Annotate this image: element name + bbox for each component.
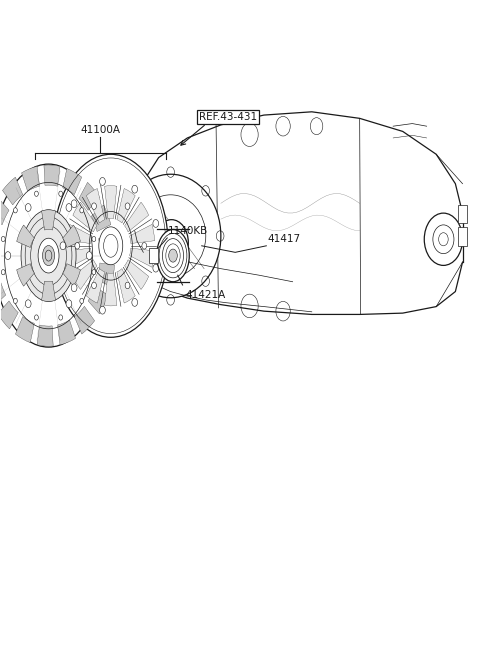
Wedge shape bbox=[125, 260, 149, 290]
Wedge shape bbox=[86, 189, 105, 223]
Bar bbox=[458, 227, 468, 246]
Wedge shape bbox=[130, 248, 155, 267]
Circle shape bbox=[125, 203, 130, 210]
Wedge shape bbox=[22, 166, 39, 191]
Circle shape bbox=[153, 219, 158, 227]
Circle shape bbox=[5, 252, 11, 259]
Wedge shape bbox=[74, 307, 95, 334]
Circle shape bbox=[433, 225, 454, 253]
Ellipse shape bbox=[53, 155, 168, 337]
Circle shape bbox=[80, 208, 84, 213]
Circle shape bbox=[66, 300, 72, 308]
Circle shape bbox=[155, 219, 188, 265]
Circle shape bbox=[13, 208, 17, 213]
Wedge shape bbox=[117, 189, 135, 223]
Circle shape bbox=[59, 315, 62, 320]
Wedge shape bbox=[44, 165, 60, 186]
Wedge shape bbox=[88, 286, 108, 314]
Wedge shape bbox=[105, 185, 117, 219]
Text: 41417: 41417 bbox=[268, 234, 301, 244]
Circle shape bbox=[1, 270, 5, 275]
Ellipse shape bbox=[157, 229, 189, 282]
Ellipse shape bbox=[0, 164, 104, 347]
Wedge shape bbox=[79, 182, 99, 210]
Circle shape bbox=[92, 282, 96, 289]
Circle shape bbox=[142, 242, 147, 249]
Circle shape bbox=[92, 236, 96, 242]
Wedge shape bbox=[130, 225, 155, 244]
Text: REF.43-431: REF.43-431 bbox=[199, 112, 257, 122]
Circle shape bbox=[153, 264, 158, 272]
Circle shape bbox=[60, 242, 66, 250]
Circle shape bbox=[132, 185, 138, 193]
Wedge shape bbox=[42, 210, 56, 230]
Circle shape bbox=[35, 191, 38, 196]
Wedge shape bbox=[2, 177, 23, 205]
Wedge shape bbox=[91, 205, 111, 231]
Circle shape bbox=[71, 200, 77, 208]
Wedge shape bbox=[125, 202, 149, 232]
Wedge shape bbox=[58, 320, 75, 345]
Circle shape bbox=[35, 315, 38, 320]
Wedge shape bbox=[42, 281, 56, 301]
Wedge shape bbox=[63, 225, 81, 248]
Ellipse shape bbox=[38, 238, 59, 273]
Wedge shape bbox=[73, 202, 97, 232]
Wedge shape bbox=[0, 197, 9, 225]
Wedge shape bbox=[0, 280, 6, 307]
Circle shape bbox=[424, 213, 463, 265]
Wedge shape bbox=[67, 225, 92, 244]
Wedge shape bbox=[17, 225, 35, 248]
Ellipse shape bbox=[120, 174, 221, 298]
Wedge shape bbox=[15, 316, 35, 343]
Wedge shape bbox=[97, 263, 115, 287]
Text: 41421A: 41421A bbox=[185, 290, 225, 299]
Wedge shape bbox=[0, 301, 18, 329]
Circle shape bbox=[25, 300, 31, 308]
Wedge shape bbox=[17, 264, 35, 286]
Wedge shape bbox=[63, 264, 81, 286]
Wedge shape bbox=[105, 273, 117, 306]
Circle shape bbox=[13, 298, 17, 303]
Circle shape bbox=[75, 242, 80, 249]
Circle shape bbox=[80, 298, 84, 303]
Text: 41100A: 41100A bbox=[81, 124, 120, 135]
Circle shape bbox=[1, 236, 5, 242]
Ellipse shape bbox=[43, 246, 55, 266]
Circle shape bbox=[71, 284, 77, 291]
Bar bbox=[149, 248, 157, 263]
Circle shape bbox=[99, 178, 105, 185]
Circle shape bbox=[125, 282, 130, 289]
Circle shape bbox=[99, 307, 105, 314]
Circle shape bbox=[132, 299, 138, 307]
Wedge shape bbox=[86, 269, 105, 303]
Circle shape bbox=[439, 233, 448, 246]
Wedge shape bbox=[117, 269, 135, 303]
Wedge shape bbox=[37, 325, 53, 346]
Circle shape bbox=[66, 204, 72, 212]
Circle shape bbox=[92, 270, 96, 275]
Wedge shape bbox=[63, 168, 82, 195]
Ellipse shape bbox=[162, 238, 183, 272]
Ellipse shape bbox=[99, 227, 123, 265]
Circle shape bbox=[25, 204, 31, 212]
Circle shape bbox=[162, 229, 181, 255]
Wedge shape bbox=[98, 234, 115, 255]
Wedge shape bbox=[67, 248, 92, 267]
Ellipse shape bbox=[168, 249, 177, 262]
Text: 1140KB: 1140KB bbox=[168, 226, 208, 236]
Wedge shape bbox=[73, 260, 97, 290]
Circle shape bbox=[92, 203, 96, 210]
Circle shape bbox=[86, 252, 92, 259]
Circle shape bbox=[59, 191, 62, 196]
Bar bbox=[458, 204, 468, 223]
Ellipse shape bbox=[21, 210, 76, 301]
Circle shape bbox=[167, 236, 176, 249]
